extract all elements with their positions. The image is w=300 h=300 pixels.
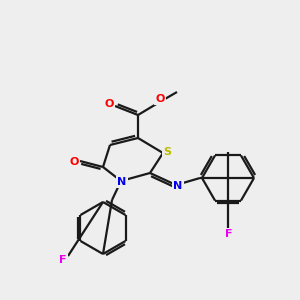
Text: F: F	[59, 255, 67, 265]
Text: O: O	[155, 94, 165, 104]
Text: O: O	[69, 157, 79, 167]
Text: F: F	[225, 229, 233, 239]
Text: O: O	[104, 99, 114, 109]
Text: N: N	[117, 177, 127, 187]
Text: N: N	[173, 181, 183, 191]
Text: S: S	[163, 147, 171, 157]
